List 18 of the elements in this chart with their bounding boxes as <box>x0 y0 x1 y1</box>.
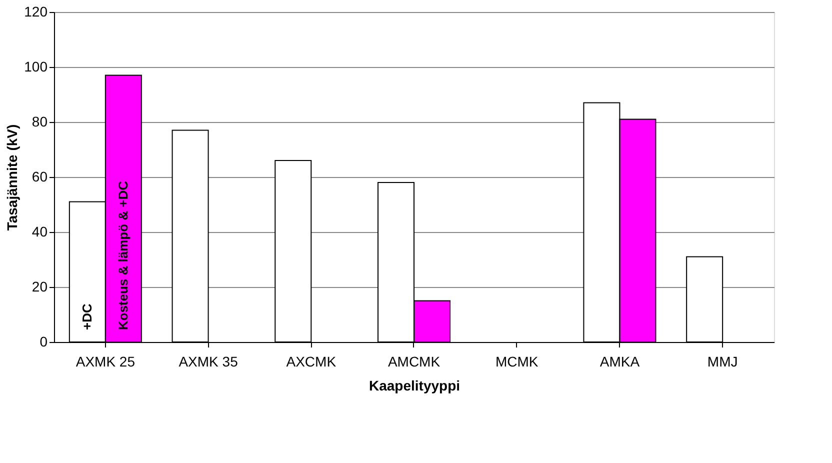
series-label: +DC <box>79 303 94 330</box>
x-tick-label: AMKA <box>600 354 640 370</box>
y-tick-label: 60 <box>32 168 48 184</box>
x-tick-label: MCMK <box>495 354 539 370</box>
series-label: Kosteus & lämpö & +DC <box>115 180 130 330</box>
x-tick-label: AXMK 35 <box>178 354 238 370</box>
x-tick-label: MMJ <box>707 354 738 370</box>
y-tick-label: 0 <box>40 334 48 350</box>
y-tick-label: 120 <box>24 4 48 20</box>
x-tick-label: AXCMK <box>286 354 337 370</box>
x-tick-label: AMCMK <box>388 354 441 370</box>
y-tick-label: 40 <box>32 224 48 240</box>
y-tick-label: 100 <box>24 58 48 74</box>
y-axis-title: Tasajännite (kV) <box>4 124 20 231</box>
y-tick-label: 80 <box>32 114 48 130</box>
y-tick-label: 20 <box>32 278 48 294</box>
x-axis-title: Kaapelityyppi <box>368 378 460 394</box>
x-tick-label: AXMK 25 <box>76 354 136 370</box>
